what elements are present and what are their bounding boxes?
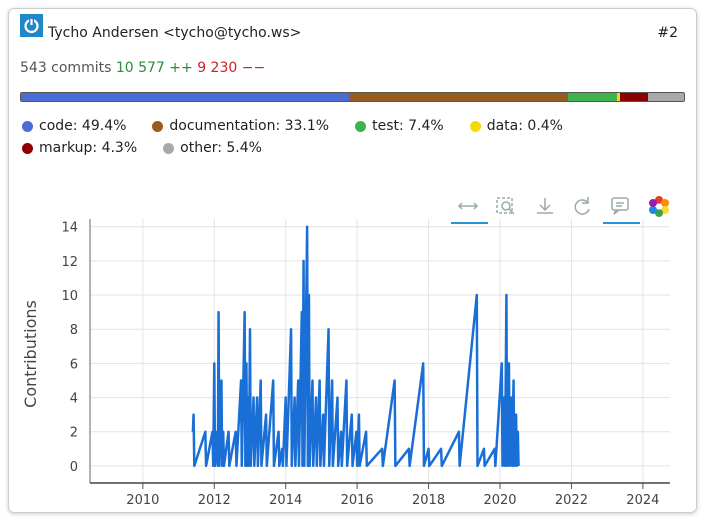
rank: #2 bbox=[657, 25, 678, 41]
y-tick-label: 12 bbox=[61, 255, 78, 270]
pan-button[interactable] bbox=[451, 202, 488, 224]
x-tick-label: 2020 bbox=[483, 493, 516, 508]
legend-label: code: 49.4% bbox=[39, 118, 127, 134]
x-tick-label: 2016 bbox=[341, 493, 374, 508]
x-tick-label: 2014 bbox=[269, 493, 302, 508]
x-tick-label: 2018 bbox=[412, 493, 445, 508]
legend-dot bbox=[22, 120, 33, 132]
reset-button[interactable] bbox=[574, 197, 590, 215]
legend-item: test: 7.4% bbox=[355, 117, 444, 135]
legend-label: data: 0.4% bbox=[486, 118, 563, 134]
y-tick-label: 14 bbox=[61, 221, 78, 236]
y-tick-label: 6 bbox=[70, 357, 78, 372]
breakdown-bar bbox=[20, 92, 685, 102]
legend-item: data: 0.4% bbox=[469, 117, 563, 135]
legend-item: code: 49.4% bbox=[22, 117, 126, 135]
bar-segment bbox=[21, 93, 349, 101]
legend-label: documentation: 33.1% bbox=[169, 118, 330, 134]
tooltip-button[interactable] bbox=[603, 197, 640, 224]
legend-label: other: 5.4% bbox=[180, 140, 262, 156]
toolbar bbox=[451, 196, 669, 224]
stats: 543 commits 10 577 ++ 9 230 −− bbox=[20, 60, 265, 76]
x-tick-label: 2010 bbox=[126, 493, 159, 508]
zoom-button[interactable] bbox=[496, 197, 515, 215]
bar-segment bbox=[619, 93, 649, 101]
download-button[interactable] bbox=[537, 198, 553, 214]
legend-dot bbox=[355, 120, 367, 132]
data-line bbox=[191, 225, 520, 468]
bar-segment bbox=[567, 93, 617, 101]
additions: 10 577 ++ bbox=[115, 60, 193, 76]
bar-segment bbox=[648, 93, 684, 101]
bar-segment bbox=[617, 93, 620, 101]
deletions: 9 230 −− bbox=[197, 60, 266, 76]
legend-item: markup: 4.3% bbox=[22, 139, 137, 157]
y-tick-label: 4 bbox=[70, 392, 78, 407]
legend-dot bbox=[469, 120, 481, 132]
legend-label: markup: 4.3% bbox=[39, 140, 138, 156]
legend-dot bbox=[152, 120, 164, 132]
legend-dot bbox=[163, 142, 175, 154]
x-tick-label: 2022 bbox=[555, 493, 588, 508]
y-axis-label: Contributions bbox=[21, 300, 40, 408]
y-tick-label: 10 bbox=[61, 289, 78, 304]
x-tick-label: 2012 bbox=[198, 493, 231, 508]
x-tick-label: 2024 bbox=[626, 493, 659, 508]
legend-item: other: 5.4% bbox=[163, 139, 262, 157]
y-tick-label: 8 bbox=[70, 323, 78, 338]
y-tick-label: 0 bbox=[70, 460, 78, 475]
card bbox=[8, 8, 697, 513]
commits: 543 commits bbox=[20, 60, 112, 76]
logo[interactable] bbox=[649, 196, 669, 217]
legend-item: documentation: 33.1% bbox=[152, 117, 329, 135]
author[interactable]: Tycho Andersen <tycho@tycho.ws> bbox=[48, 25, 302, 41]
legend: code: 49.4% documentation: 33.1% test: 7.4… bbox=[22, 117, 687, 157]
legend-dot bbox=[22, 142, 33, 154]
y-tick-label: 2 bbox=[70, 426, 78, 441]
avatar[interactable] bbox=[20, 14, 43, 37]
legend-label: test: 7.4% bbox=[372, 118, 444, 134]
bar-segment bbox=[348, 93, 568, 101]
